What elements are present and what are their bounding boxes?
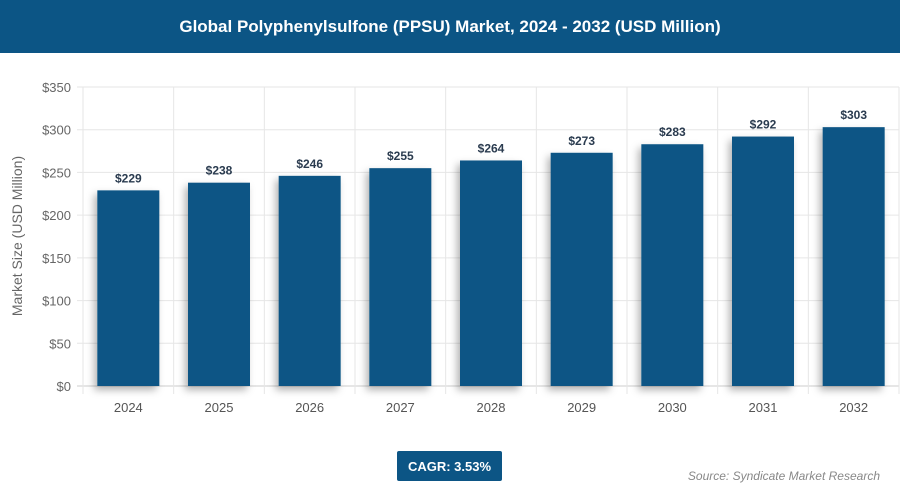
x-tick-label: 2024 xyxy=(114,400,143,415)
bar-2025 xyxy=(188,182,250,386)
data-label: $273 xyxy=(568,134,595,148)
x-tick-label: 2027 xyxy=(386,400,415,415)
y-tick-label: $200 xyxy=(42,208,71,223)
x-tick-label: 2029 xyxy=(567,400,596,415)
data-label: $292 xyxy=(750,118,777,132)
bar-2032 xyxy=(822,127,885,386)
y-tick-label: $150 xyxy=(42,251,71,266)
bar-2031 xyxy=(732,136,794,386)
cagr-badge: CAGR: 3.53% xyxy=(397,451,502,481)
y-tick-label: $350 xyxy=(42,80,71,95)
data-label: $264 xyxy=(478,141,505,155)
bar-2024 xyxy=(97,190,160,386)
y-tick-label: $0 xyxy=(57,379,71,394)
y-axis-label: Market Size (USD Million) xyxy=(9,156,25,316)
x-tick-label: 2030 xyxy=(658,400,687,415)
bar-2029 xyxy=(550,152,613,386)
data-label: $229 xyxy=(115,171,142,185)
chart-title: Global Polyphenylsulfone (PPSU) Market, … xyxy=(0,0,900,53)
data-label: $283 xyxy=(659,125,686,139)
data-label: $255 xyxy=(387,149,414,163)
y-tick-label: $250 xyxy=(42,165,71,180)
bar-2026 xyxy=(278,175,341,386)
source-note: Source: Syndicate Market Research xyxy=(687,469,880,483)
data-label: $303 xyxy=(840,108,867,122)
x-tick-label: 2028 xyxy=(477,400,506,415)
bar-2027 xyxy=(369,168,432,386)
y-tick-label: $100 xyxy=(42,294,71,309)
bar-2028 xyxy=(460,160,522,386)
x-tick-label: 2026 xyxy=(295,400,324,415)
x-tick-label: 2031 xyxy=(749,400,778,415)
x-tick-label: 2032 xyxy=(839,400,868,415)
x-tick-label: 2025 xyxy=(205,400,234,415)
y-tick-label: $300 xyxy=(42,123,71,138)
bar-2030 xyxy=(641,144,704,386)
data-label: $238 xyxy=(206,164,233,178)
data-label: $246 xyxy=(296,157,323,171)
y-tick-label: $50 xyxy=(49,336,71,351)
